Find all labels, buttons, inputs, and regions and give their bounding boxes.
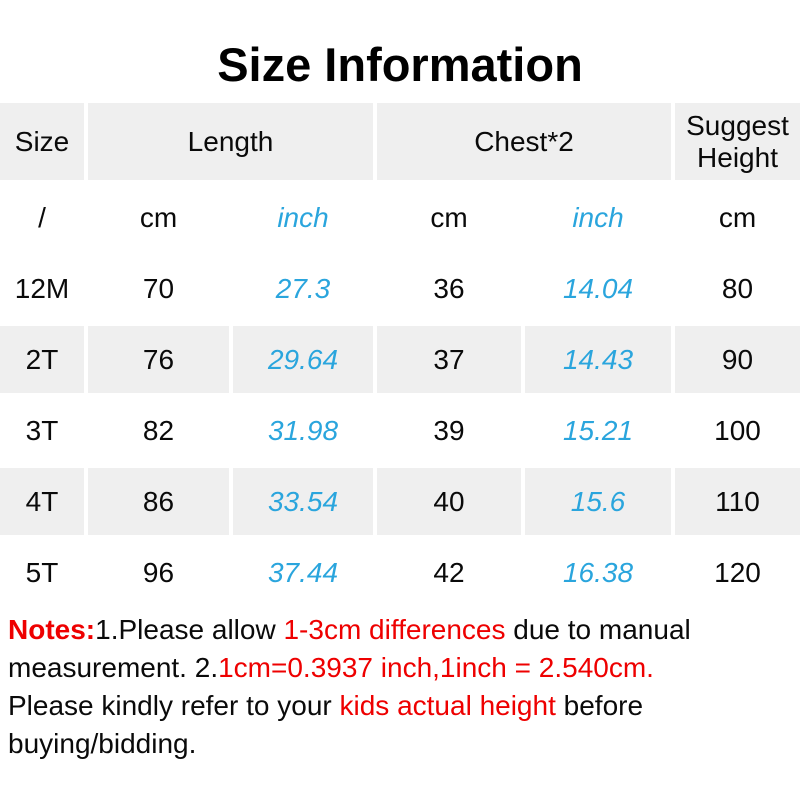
- size-cell: 3T: [0, 397, 84, 464]
- unit-length-cm: cm: [88, 184, 229, 251]
- height-cm-cell: 120: [675, 539, 800, 606]
- height-cm-cell: 90: [675, 326, 800, 393]
- note-segment: Please kindly refer to your: [8, 690, 340, 721]
- length-inch-cell: 27.3: [233, 255, 373, 322]
- note-segment: kids actual height: [339, 690, 556, 721]
- note-segment: 1-3cm differences: [283, 614, 506, 645]
- size-cell: 5T: [0, 539, 84, 606]
- chest-inch-cell: 15.6: [525, 468, 671, 535]
- chest-inch-cell: 15.21: [525, 397, 671, 464]
- length-cm-cell: 96: [88, 539, 229, 606]
- height-cm-cell: 110: [675, 468, 800, 535]
- chest-cm-cell: 42: [377, 539, 521, 606]
- header-chest: Chest*2: [377, 103, 671, 180]
- length-inch-cell: 31.98: [233, 397, 373, 464]
- unit-chest-cm: cm: [377, 184, 521, 251]
- length-inch-cell: 33.54: [233, 468, 373, 535]
- length-cm-cell: 82: [88, 397, 229, 464]
- chest-inch-cell: 14.43: [525, 326, 671, 393]
- unit-height-cm: cm: [675, 184, 800, 251]
- unit-size: /: [0, 184, 84, 251]
- chest-cm-cell: 37: [377, 326, 521, 393]
- length-cm-cell: 86: [88, 468, 229, 535]
- chest-cm-cell: 40: [377, 468, 521, 535]
- height-cm-cell: 100: [675, 397, 800, 464]
- header-suggest-height: Suggest Height: [675, 103, 800, 180]
- chest-cm-cell: 36: [377, 255, 521, 322]
- note-segment: 1cm=0.3937 inch,1inch = 2.540cm.: [218, 652, 654, 683]
- size-cell: 12M: [0, 255, 84, 322]
- header-size: Size: [0, 103, 84, 180]
- note-segment: Notes:: [8, 614, 96, 645]
- length-inch-cell: 37.44: [233, 539, 373, 606]
- size-cell: 4T: [0, 468, 84, 535]
- header-length: Length: [88, 103, 373, 180]
- note-segment: before buying/bidding.: [8, 690, 644, 759]
- length-inch-cell: 29.64: [233, 326, 373, 393]
- chest-cm-cell: 39: [377, 397, 521, 464]
- page-title: Size Information: [217, 38, 583, 91]
- chest-inch-cell: 16.38: [525, 539, 671, 606]
- size-table: Size Length Chest*2 Suggest Height / cm …: [0, 103, 800, 606]
- length-cm-cell: 76: [88, 326, 229, 393]
- note-segment: due to manual measurement. 2.: [8, 614, 691, 683]
- unit-length-inch: inch: [233, 184, 373, 251]
- size-cell: 2T: [0, 326, 84, 393]
- unit-chest-inch: inch: [525, 184, 671, 251]
- length-cm-cell: 70: [88, 255, 229, 322]
- note-segment: 1.Please allow: [95, 614, 284, 645]
- chest-inch-cell: 14.04: [525, 255, 671, 322]
- height-cm-cell: 80: [675, 255, 800, 322]
- notes: Notes:1.Please allow 1-3cm differences d…: [8, 611, 794, 763]
